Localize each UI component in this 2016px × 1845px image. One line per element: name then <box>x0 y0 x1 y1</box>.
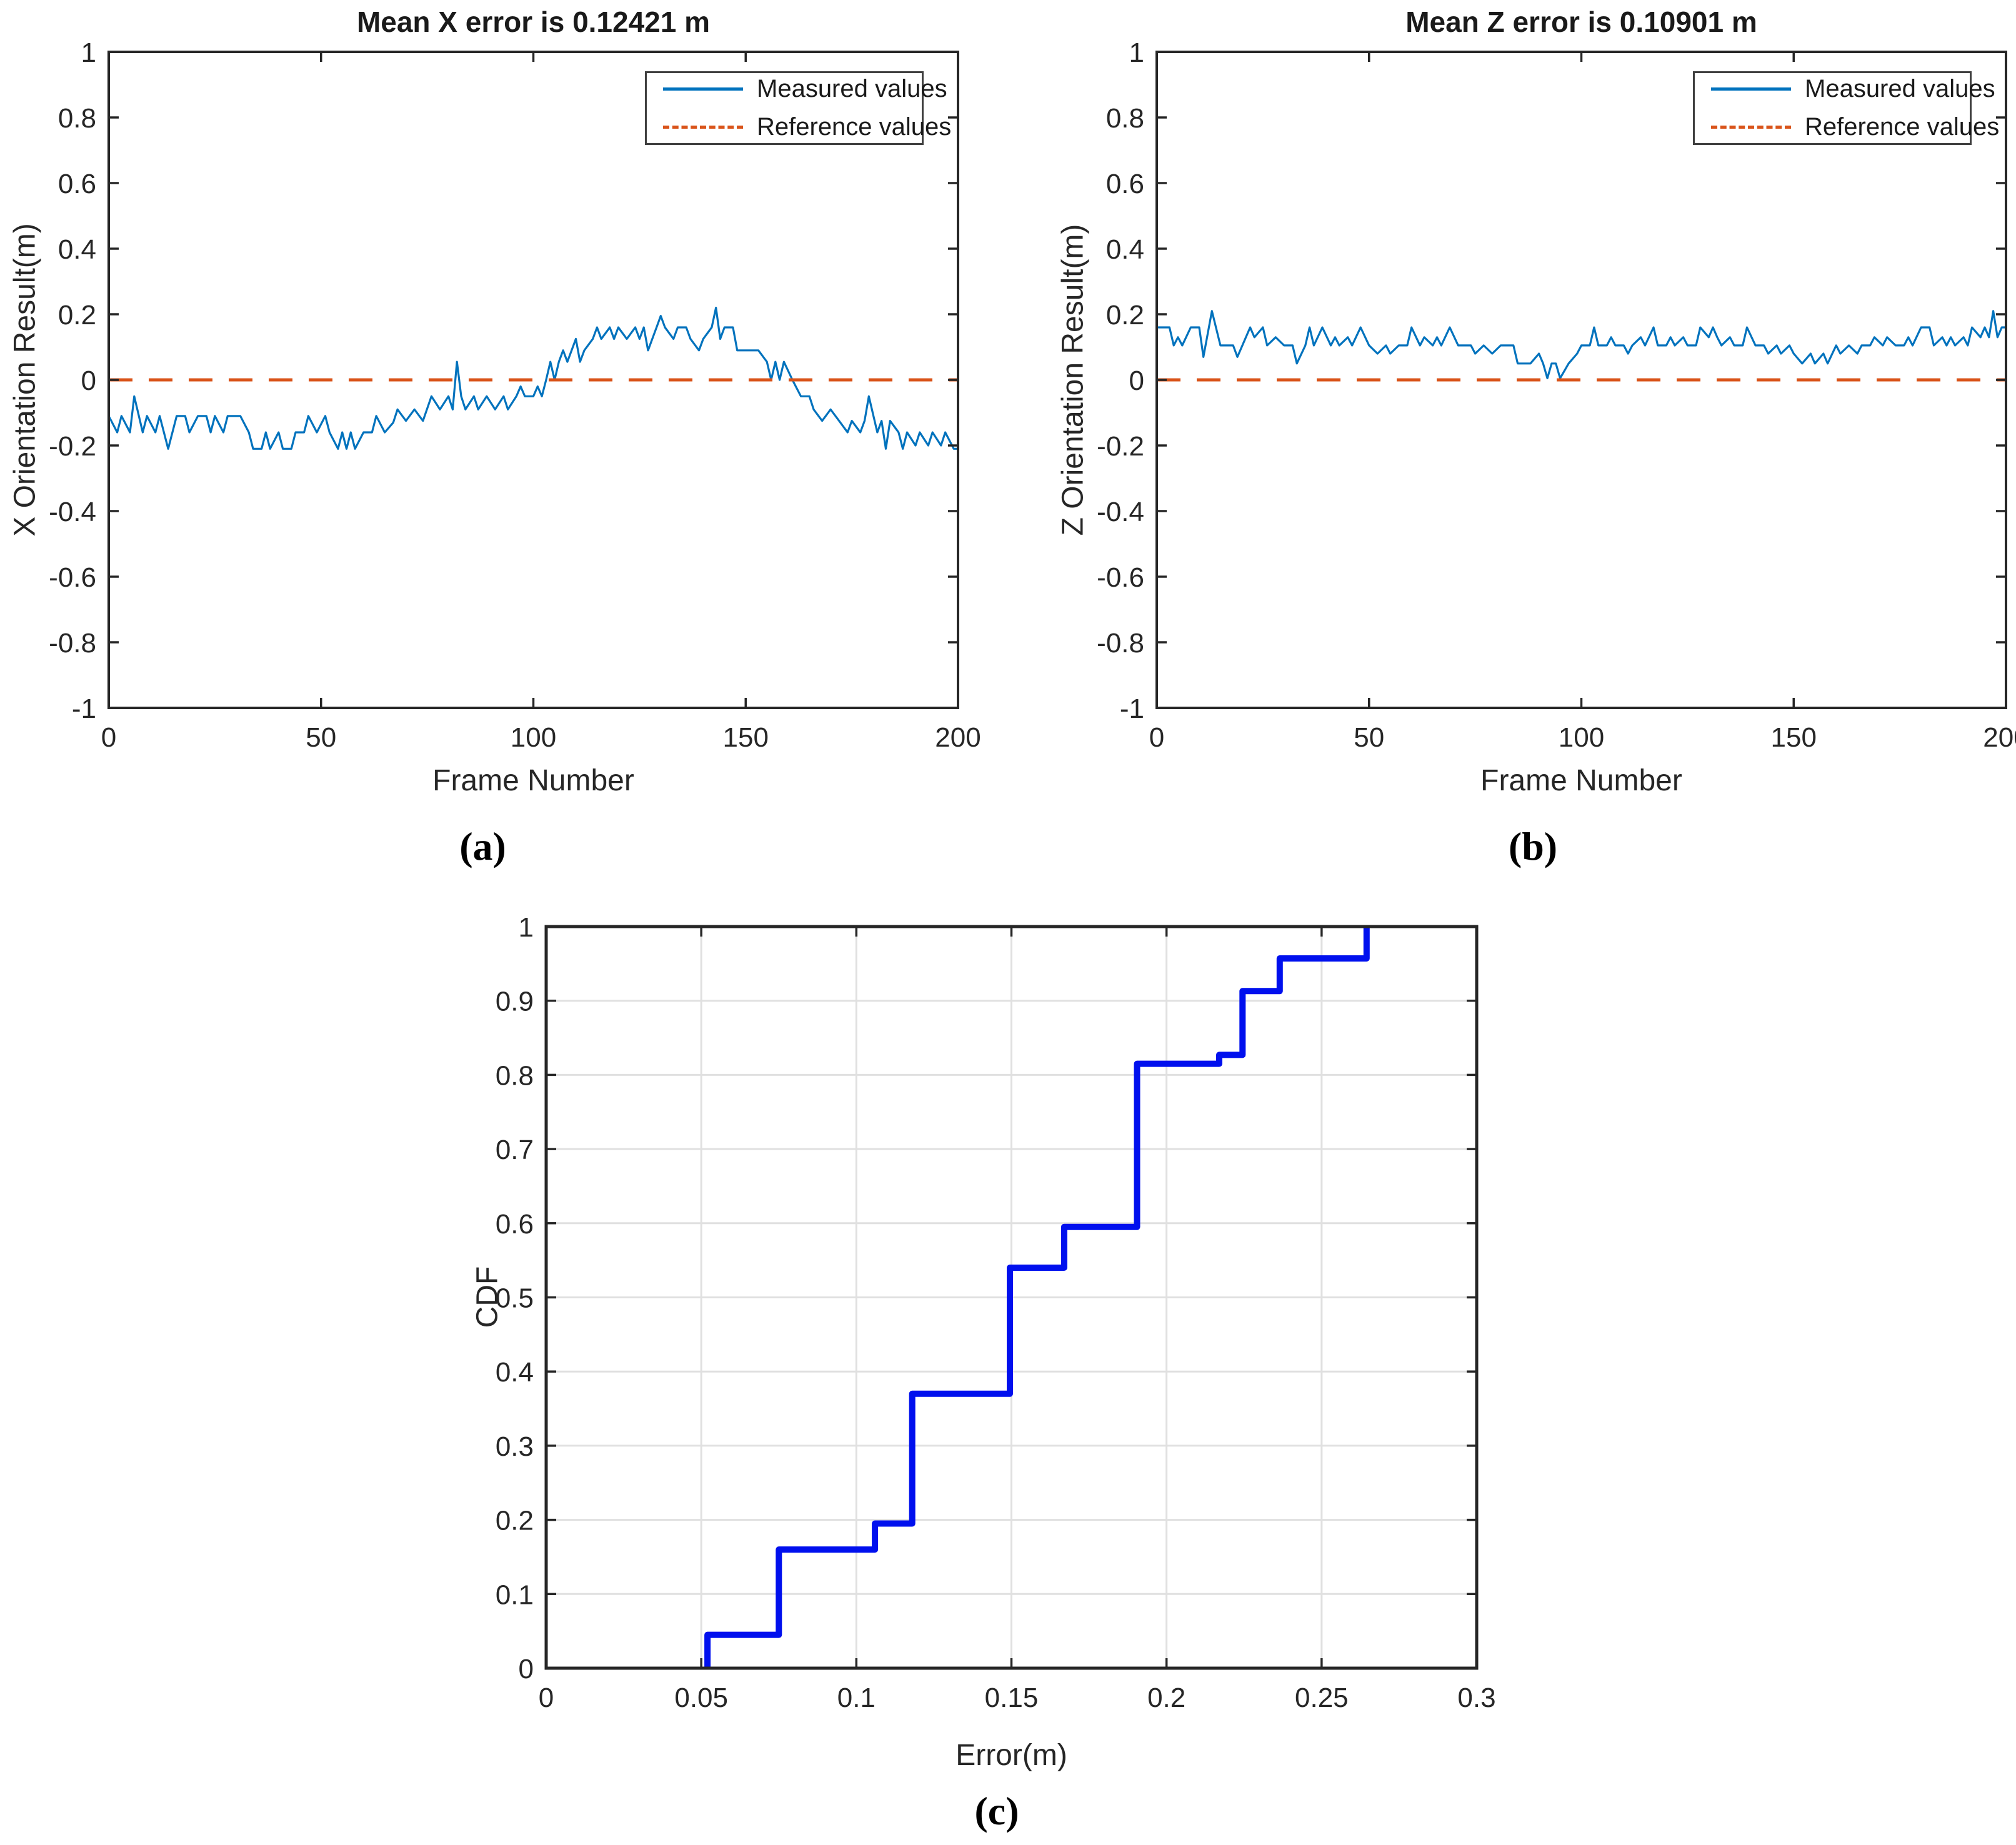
svg-text:100: 100 <box>511 722 556 753</box>
svg-text:0.1: 0.1 <box>837 1683 876 1713</box>
svg-text:0.4: 0.4 <box>58 234 96 265</box>
svg-text:-0.6: -0.6 <box>1097 562 1144 593</box>
svg-text:0: 0 <box>1149 722 1164 753</box>
svg-text:-0.2: -0.2 <box>1097 431 1144 462</box>
svg-text:150: 150 <box>1771 722 1817 753</box>
chart-c-xlabel: Error(m) <box>956 1739 1067 1772</box>
caption-c: (c) <box>974 1789 1019 1833</box>
svg-text:-0.4: -0.4 <box>1097 497 1144 527</box>
chart-a-ylabel: X Orientation Result(m) <box>8 223 42 537</box>
svg-text:0.3: 0.3 <box>1457 1683 1495 1713</box>
svg-text:0.2: 0.2 <box>58 300 96 331</box>
svg-text:0: 0 <box>101 722 116 753</box>
reference-line-sample-icon <box>663 126 743 129</box>
svg-text:0.8: 0.8 <box>496 1060 534 1091</box>
chart-b-legend: Measured values Reference values <box>1693 71 1999 145</box>
svg-text:0.2: 0.2 <box>496 1506 534 1536</box>
chart-a-title: Mean X error is 0.12421 m <box>356 6 711 38</box>
svg-text:0.6: 0.6 <box>58 169 96 199</box>
chart-c-ylabel: CDF <box>471 1266 504 1328</box>
svg-text:0.8: 0.8 <box>1106 103 1144 134</box>
reference-line-sample-icon <box>1711 126 1791 129</box>
svg-text:0.15: 0.15 <box>985 1683 1039 1713</box>
measured-line-sample-icon <box>663 87 743 91</box>
svg-text:0.05: 0.05 <box>674 1683 728 1713</box>
legend-label-measured: Measured values <box>1805 75 1995 102</box>
svg-text:0.6: 0.6 <box>496 1209 534 1240</box>
svg-text:0.9: 0.9 <box>496 987 534 1017</box>
chart-b-xlabel: Frame Number <box>1480 764 1682 797</box>
svg-text:-1: -1 <box>72 694 96 724</box>
svg-text:0: 0 <box>81 366 96 396</box>
svg-text:50: 50 <box>306 722 336 753</box>
svg-text:100: 100 <box>1559 722 1604 753</box>
svg-text:-0.2: -0.2 <box>49 431 96 462</box>
svg-text:0: 0 <box>1129 366 1144 396</box>
svg-text:150: 150 <box>723 722 769 753</box>
svg-text:0.1: 0.1 <box>496 1579 534 1610</box>
caption-a: (a) <box>459 824 506 868</box>
svg-text:-0.8: -0.8 <box>49 628 96 659</box>
svg-text:1: 1 <box>81 37 96 68</box>
svg-text:0.5: 0.5 <box>496 1283 534 1314</box>
svg-text:-1: -1 <box>1120 694 1144 724</box>
svg-text:0.2: 0.2 <box>1106 300 1144 331</box>
svg-text:0.6: 0.6 <box>1106 169 1144 199</box>
svg-text:0.8: 0.8 <box>58 103 96 134</box>
svg-text:1: 1 <box>1129 37 1144 68</box>
chart-a-legend: Measured values Reference values <box>645 71 951 145</box>
svg-text:0.7: 0.7 <box>496 1135 534 1165</box>
svg-text:200: 200 <box>935 722 981 753</box>
legend-row-reference: Reference values <box>1695 113 1999 141</box>
svg-text:0.4: 0.4 <box>1106 234 1144 265</box>
svg-text:-0.6: -0.6 <box>49 562 96 593</box>
chart-b-title: Mean Z error is 0.10901 m <box>1405 6 1757 38</box>
legend-label-measured: Measured values <box>757 75 947 102</box>
svg-text:-0.4: -0.4 <box>49 497 96 527</box>
svg-text:0.4: 0.4 <box>496 1357 534 1388</box>
svg-text:0: 0 <box>539 1683 554 1713</box>
svg-text:0.2: 0.2 <box>1147 1683 1185 1713</box>
svg-text:0: 0 <box>519 1654 534 1684</box>
svg-text:-0.8: -0.8 <box>1097 628 1144 659</box>
svg-text:50: 50 <box>1354 722 1384 753</box>
legend-label-reference: Reference values <box>1805 113 2000 141</box>
caption-b: (b) <box>1508 824 1558 868</box>
legend-row-measured: Measured values <box>647 75 947 103</box>
svg-text:1: 1 <box>519 912 534 943</box>
svg-text:200: 200 <box>1983 722 2016 753</box>
chart-b-ylabel: Z Orientation Result(m) <box>1056 224 1090 536</box>
svg-text:0.3: 0.3 <box>496 1431 534 1462</box>
legend-label-reference: Reference values <box>757 113 952 141</box>
legend-row-measured: Measured values <box>1695 75 1995 103</box>
measured-line-sample-icon <box>1711 87 1791 91</box>
svg-text:0.25: 0.25 <box>1295 1683 1349 1713</box>
legend-row-reference: Reference values <box>647 113 951 141</box>
chart-a-xlabel: Frame Number <box>432 764 634 797</box>
